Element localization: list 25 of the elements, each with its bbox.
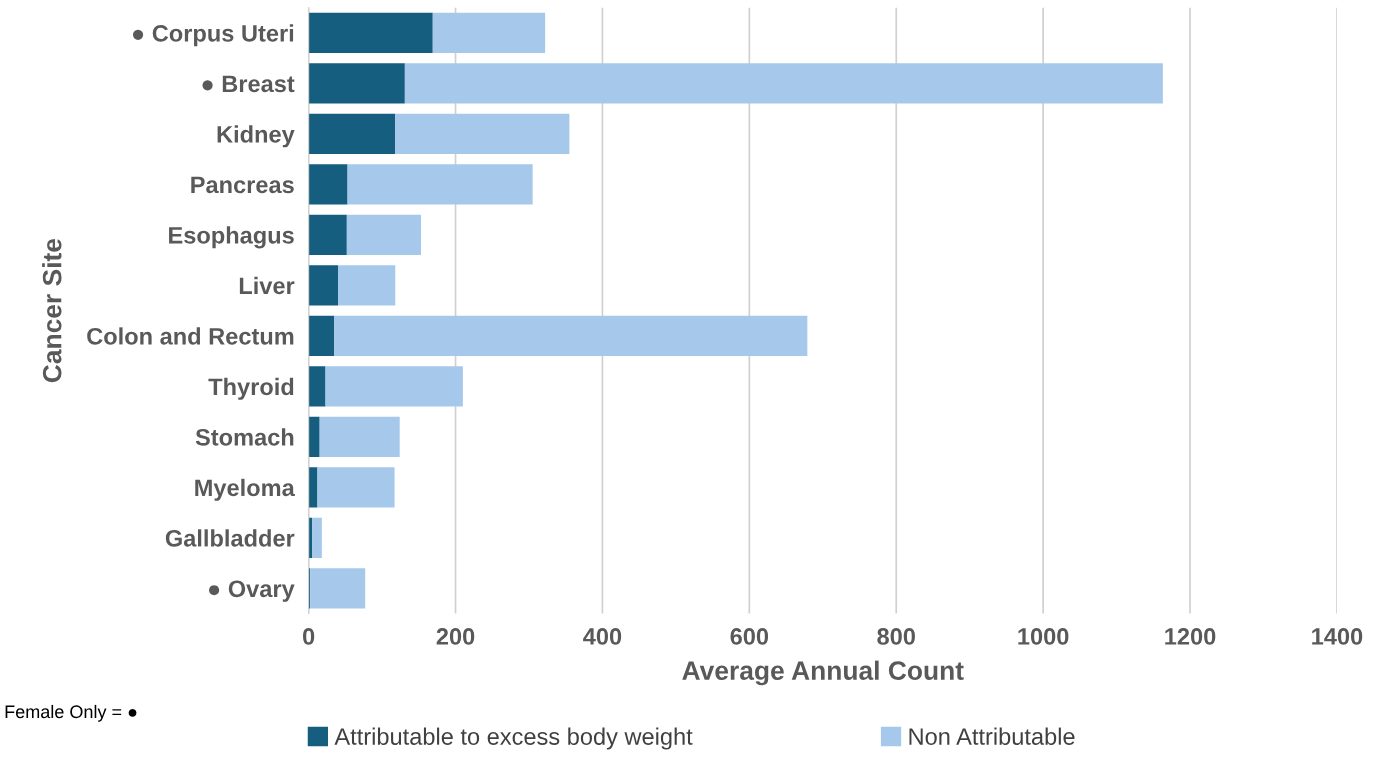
x-tick-label: 600 [730, 628, 769, 645]
x-tick-label: 400 [583, 628, 622, 645]
x-tick-label: 1200 [1165, 628, 1216, 645]
x-tick-label: 200 [436, 628, 475, 645]
y-tick-label: Esophagus [169, 226, 294, 249]
y-tick-label: Gallbladder [165, 529, 295, 547]
text: Female Only = ● [5, 704, 137, 722]
y-tick-label: Kidney [217, 125, 295, 148]
y-tick-label: ● Corpus Uteri [132, 24, 294, 47]
legend-label: Non Attributable [909, 727, 1075, 745]
x-tick-label: 1400 [1312, 628, 1363, 645]
legend-label: Attributable to excess body weight [334, 727, 693, 750]
y-tick-label: ● Breast [202, 75, 295, 93]
y-tick-label: Stomach [195, 428, 294, 446]
y-axis-title: Cancer Site [42, 238, 62, 383]
x-tick-label: 800 [877, 628, 915, 645]
y-tick-label: Pancreas [191, 176, 294, 194]
y-tick-label: Thyroid [208, 377, 294, 400]
y-tick-label: ● Ovary [209, 580, 295, 602]
x-axis-title: Average Annual Count [682, 660, 964, 686]
y-tick-label: Liver [239, 276, 295, 295]
x-tick-label: 0 [303, 628, 315, 645]
y-tick-label: Colon and Rectum [87, 327, 294, 345]
x-tick-label: 1000 [1018, 628, 1069, 645]
y-tick-label: Myeloma [195, 478, 295, 501]
